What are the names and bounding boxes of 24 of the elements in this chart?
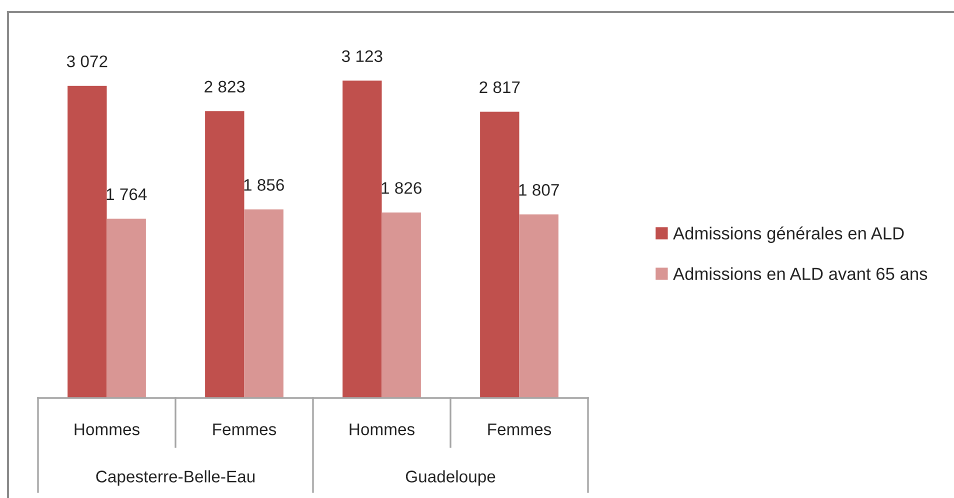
data-label: 1 807: [519, 184, 559, 196]
bar: [382, 212, 421, 398]
x-tick-label: Femmes: [488, 424, 552, 436]
data-label: 2 817: [480, 81, 520, 94]
x-tick-label: Femmes: [213, 424, 276, 436]
text: Guadeloupe: [406, 470, 496, 486]
data-label: 3 123: [342, 50, 382, 62]
text: Capesterre-Belle-Eau: [96, 470, 255, 486]
bar: [480, 112, 520, 398]
bar: [244, 209, 284, 398]
legend-label: Admissions en ALD avant 65 ans: [673, 267, 928, 280]
x-tick-label: Hommes: [350, 424, 414, 436]
legend-label: Admissions générales en ALD: [673, 226, 904, 243]
data-label: 1 826: [382, 182, 422, 194]
x-tick-label: Hommes: [74, 424, 140, 436]
bar: [68, 86, 107, 398]
bar: [519, 214, 558, 398]
bar: [342, 80, 382, 398]
data-label: 2 823: [204, 80, 245, 93]
data-label: 1 764: [106, 188, 147, 200]
bar: [106, 218, 146, 398]
data-label: 3 072: [66, 55, 108, 68]
data-label: 1 856: [244, 179, 284, 191]
bar: [205, 111, 244, 398]
